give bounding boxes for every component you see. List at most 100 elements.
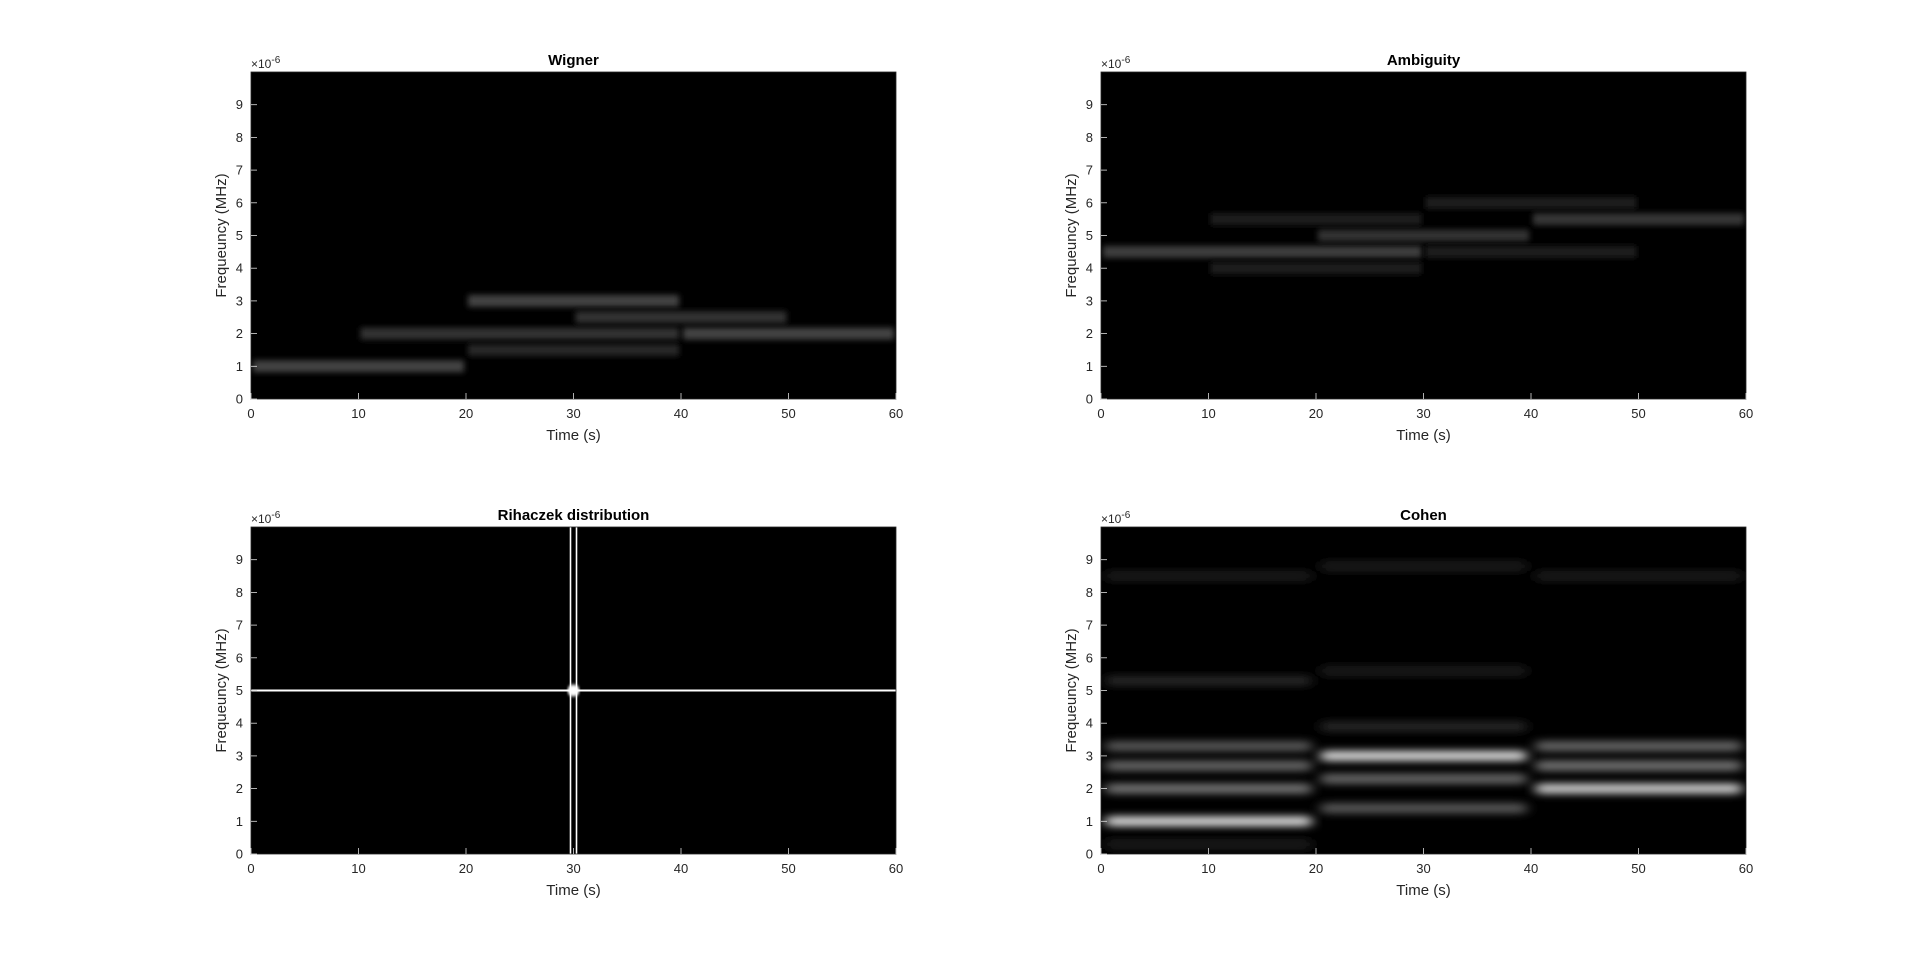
ambiguity-ytick-label: 6 [1086,195,1093,210]
rihaczek-xtick-label: 10 [351,861,365,876]
wigner-xtick-label: 40 [674,406,688,421]
rihaczek-xtick-label: 60 [889,861,903,876]
rihaczek-ytick-label: 6 [236,650,243,665]
cohen-ridge-1 [1105,783,1312,794]
wigner-xtick-label: 60 [889,406,903,421]
cohen-ridge-0 [1105,816,1312,827]
cohen-ytick-label: 4 [1086,716,1093,731]
cohen-ridge-7 [1535,783,1742,794]
ambiguity-ytick-label: 1 [1086,359,1093,374]
rihaczek-xtick-label: 40 [674,861,688,876]
cohen-xtick-label: 40 [1524,861,1538,876]
wigner-ytick-label: 6 [236,195,243,210]
rihaczek-xtick-label: 20 [459,861,473,876]
wigner-ytick-label: 7 [236,163,243,178]
cohen-ytick-label: 0 [1086,847,1093,862]
ambiguity-ytick-label: 2 [1086,326,1093,341]
cohen-ridge-5 [1320,773,1527,784]
cohen-title: Cohen [1400,507,1447,524]
wigner-ytick-label: 2 [236,326,243,341]
cohen-y-exponent-label: ×10-6 [1101,510,1131,526]
cohen-xtick-label: 30 [1416,861,1430,876]
cohen-plot-background [1101,527,1746,854]
ambiguity-ytick-label: 0 [1086,392,1093,407]
wigner-xtick-label: 50 [781,406,795,421]
cohen-y-axis-label: Frequeuncy (MHz) [1063,628,1080,752]
cohen-xtick-label: 50 [1631,861,1645,876]
rihaczek-xtick-label: 0 [247,861,254,876]
cohen-ytick-label: 8 [1086,585,1093,600]
rihaczek-xtick-label: 30 [566,861,580,876]
wigner-ytick-label: 0 [236,392,243,407]
cohen-heatmap [1105,561,1742,850]
rihaczek-cross-center [567,684,580,697]
cohen-xtick-label: 10 [1201,861,1215,876]
wigner-y-exponent: -6 [271,55,280,66]
ambiguity-ytick-label: 4 [1086,261,1093,276]
cohen-ytick-label: 2 [1086,781,1093,796]
wigner-subplot: 0 10 20 30 40 50 60 0 1 2 3 4 5 6 7 8 9 ×10-6 Wigner Time (… [213,52,903,444]
ambiguity-subplot: 0 10 20 30 40 50 60 0 1 2 3 4 5 6 7 8 9 ×10-6 Ambiguity Tim… [1063,52,1753,444]
rihaczek-ytick-label: 4 [236,716,243,731]
ambiguity-xtick-label: 50 [1631,406,1645,421]
cohen-ytick-label: 1 [1086,814,1093,829]
cohen-y-exponent: -6 [1121,510,1130,521]
cohen-ytick-label: 7 [1086,618,1093,633]
cohen-ridge-2 [1105,760,1312,771]
rihaczek-y-exponent: -6 [271,510,280,521]
ambiguity-xtick-label: 0 [1097,406,1104,421]
wigner-ytick-label: 1 [236,359,243,374]
rihaczek-ytick-label: 0 [236,847,243,862]
ambiguity-xtick-label: 60 [1739,406,1753,421]
rihaczek-ytick-label: 8 [236,585,243,600]
cohen-ytick-label: 6 [1086,650,1093,665]
rihaczek-heatmap [251,527,896,854]
cohen-ridge-9 [1535,741,1742,752]
rihaczek-ytick-label: 3 [236,748,243,763]
wigner-y-exponent-label: ×10-6 [251,55,281,71]
rihaczek-y-axis-label: Frequeuncy (MHz) [213,628,230,752]
rihaczek-title: Rihaczek distribution [498,507,650,524]
wigner-x-axis-label: Time (s) [546,427,600,444]
cohen-ytick-label: 5 [1086,683,1093,698]
cohen-ridge-6 [1320,803,1527,814]
cohen-ridge-15 [1320,721,1527,732]
rihaczek-subplot: 0 10 20 30 40 50 60 0 1 2 3 4 5 6 7 8 9 ×10-6 Rihaczek dis… [213,507,903,899]
wigner-ytick-label: 8 [236,130,243,145]
ambiguity-y-exponent-label: ×10-6 [1101,55,1131,71]
ambiguity-title: Ambiguity [1387,52,1461,69]
ambiguity-xtick-label: 10 [1201,406,1215,421]
rihaczek-ytick-label: 2 [236,781,243,796]
cohen-subplot: 0 10 20 30 40 50 60 0 1 2 3 4 5 6 7 8 9 ×10-6 Cohen Time (s… [1063,507,1753,899]
ambiguity-ytick-label: 5 [1086,228,1093,243]
cohen-xtick-label: 20 [1309,861,1323,876]
cohen-xtick-label: 60 [1739,861,1753,876]
ambiguity-xtick-label: 30 [1416,406,1430,421]
wigner-xtick-label: 10 [351,406,365,421]
ambiguity-heatmap [1103,196,1744,275]
wigner-ytick-label: 9 [236,97,243,112]
wigner-ytick-label: 3 [236,293,243,308]
rihaczek-ytick-label: 9 [236,552,243,567]
wigner-y-multiplier: ×10 [251,57,272,71]
ambiguity-y-exponent: -6 [1121,55,1130,66]
cohen-ridge-8 [1535,760,1742,771]
cohen-ridge-4 [1320,750,1527,761]
rihaczek-xtick-label: 50 [781,861,795,876]
ambiguity-y-multiplier: ×10 [1101,57,1122,71]
rihaczek-ytick-label: 7 [236,618,243,633]
cohen-ridge-3 [1105,741,1312,752]
cohen-ridge-10 [1105,675,1312,686]
rihaczek-ytick-label: 1 [236,814,243,829]
ambiguity-xtick-label: 40 [1524,406,1538,421]
cohen-x-axis-label: Time (s) [1396,882,1450,899]
wigner-xtick-label: 20 [459,406,473,421]
rihaczek-y-multiplier: ×10 [251,512,272,526]
cohen-ridge-12 [1105,571,1312,582]
cohen-y-multiplier: ×10 [1101,512,1122,526]
ambiguity-ytick-label: 7 [1086,163,1093,178]
rihaczek-ytick-label: 5 [236,683,243,698]
cohen-ridge-11 [1320,561,1527,572]
cohen-xtick-label: 0 [1097,861,1104,876]
